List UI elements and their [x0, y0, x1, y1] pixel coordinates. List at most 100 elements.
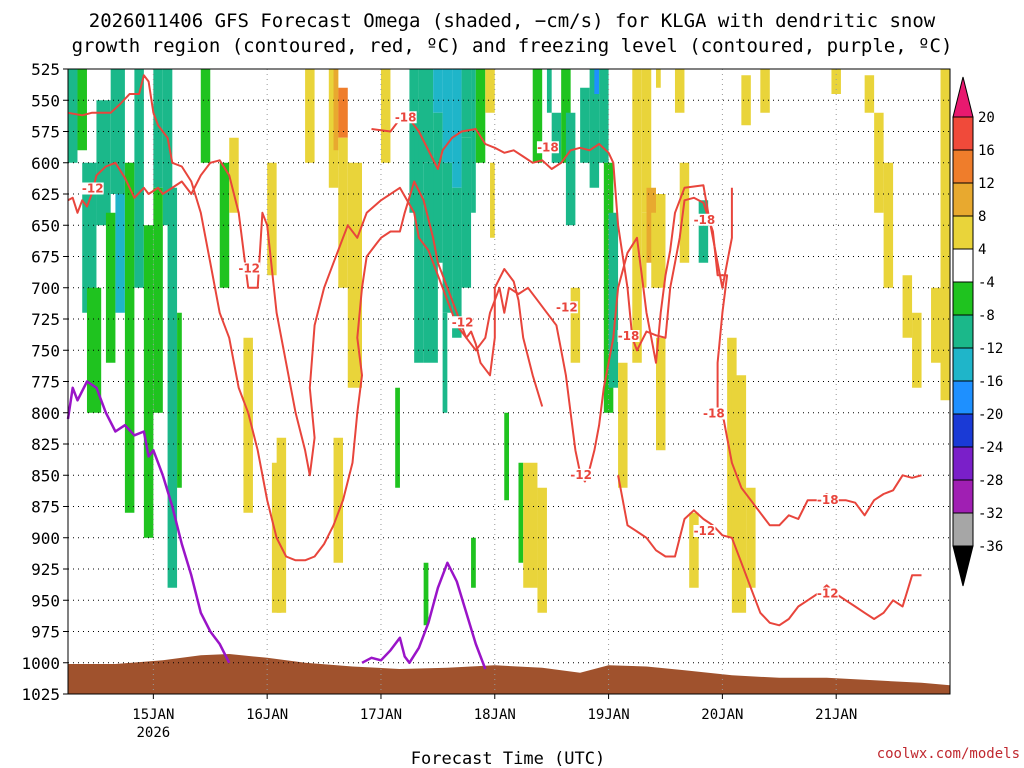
omega-cell-39: [442, 162, 453, 313]
omega-cell-67: [618, 362, 628, 488]
x-tick-label-18JAN: 18JAN: [474, 707, 516, 723]
omega-cell-64: [599, 69, 609, 163]
y-tick-label-750: 750: [31, 341, 60, 360]
colorbar-label-16: 16: [978, 143, 995, 159]
x-tick-label-19JAN: 19JAN: [588, 707, 630, 723]
colorbar-segment-1: [952, 116, 974, 151]
contour-label-11: -18: [817, 493, 839, 507]
omega-cell-40: [442, 312, 448, 413]
omega-cell-74: [651, 212, 661, 288]
omega-cell-30: [380, 69, 391, 163]
omega-cell-84: [760, 69, 770, 113]
dgz-contour-1-level--12: [67, 74, 544, 562]
colorbar-segment-8: [952, 347, 974, 382]
omega-cell-92: [940, 69, 950, 401]
omega-cell-20: [267, 162, 277, 276]
contour-label-5: -12: [556, 300, 578, 314]
colorbar-segment-6: [952, 281, 974, 316]
omega-cell-45: [471, 69, 476, 213]
x-tick-label-16JAN: 16JAN: [246, 707, 288, 723]
omega-cell-55: [532, 69, 543, 163]
y-tick-label-825: 825: [31, 435, 60, 454]
omega-cell-70: [641, 212, 647, 288]
y-tick-label-1000: 1000: [21, 654, 60, 673]
y-tick-label-850: 850: [31, 466, 60, 485]
omega-cell-32: [409, 69, 419, 213]
contour-label-bg-0: [81, 182, 104, 195]
contour-label-4: -12: [452, 315, 474, 329]
colorbar-segment-11: [952, 446, 974, 481]
y-tick-label-900: 900: [31, 529, 60, 548]
contour-label-bg-1: [238, 262, 261, 275]
omega-cell-34: [418, 69, 434, 163]
colorbar-label--28: -28: [978, 473, 1003, 489]
y-tick-label-775: 775: [31, 373, 60, 392]
omega-cell-68: [632, 69, 642, 363]
colorbar: 20 16 12 8 4 -4 -8 -12 -16 -20 -24 -28 -32 -36: [952, 76, 1003, 587]
x-tick-label-15JAN: 15JAN: [132, 707, 174, 723]
omega-cell-63: [594, 69, 600, 94]
omega-cell-82: [746, 487, 756, 588]
y-tick-label-575: 575: [31, 123, 60, 142]
omega-cell-79: [689, 512, 699, 588]
x-tick-label-17JAN: 17JAN: [360, 707, 402, 723]
x-axis-label: Forecast Time (UTC): [411, 749, 605, 768]
omega-cell-9: [134, 69, 144, 288]
omega-cell-56: [546, 69, 552, 113]
omega-cell-18: [229, 137, 239, 213]
y-tick-label-600: 600: [31, 154, 60, 173]
freezing-level-line-0: [66, 380, 231, 664]
omega-cell-69: [641, 69, 652, 213]
x-tick-sublabel-15JAN: 2026: [136, 725, 170, 741]
colorbar-label--16: -16: [978, 374, 1003, 390]
colorbar-segment-7: [952, 314, 974, 349]
y-tick-label-950: 950: [31, 591, 60, 610]
colorbar-segment-13: [952, 512, 974, 547]
y-axis-ticks: 525 550 575 600 625 650 675 700 725 750 775 800 825 8…: [21, 60, 68, 704]
omega-cell-44: [461, 137, 472, 288]
omega-cell-48: [471, 537, 476, 588]
omega-cell-16: [200, 69, 211, 163]
colorbar-label--8: -8: [978, 308, 995, 324]
omega-cell-11: [153, 69, 163, 188]
contour-label-bg-11: [816, 493, 839, 506]
colorbar-label--20: -20: [978, 407, 1003, 423]
omega-cell-26: [338, 87, 348, 138]
omega-cell-71: [656, 69, 661, 88]
contour-label-bg-10: [693, 525, 716, 537]
y-tick-label-1025: 1025: [21, 685, 60, 704]
colorbar-label--36: -36: [978, 539, 1003, 555]
omega-cell-47: [423, 562, 429, 626]
contour-label-9: -12: [570, 468, 592, 482]
y-tick-label-800: 800: [31, 404, 60, 423]
y-tick-label-625: 625: [31, 185, 60, 204]
y-tick-label-925: 925: [31, 560, 60, 579]
contour-label-bg-2: [394, 111, 417, 124]
contour-labels: -12 -12 -18 -18 -12 -12 -18 -18 -18 -12 -12 -18 -12: [81, 110, 839, 601]
contour-label-6: -18: [618, 329, 640, 343]
contour-label-bg-12: [816, 587, 839, 600]
freezing-level-contours: [66, 380, 487, 670]
colorbar-label-8: 8: [978, 209, 986, 225]
contour-label-3: -18: [537, 140, 559, 154]
contour-label-bg-3: [536, 141, 559, 154]
omega-cell-75: [656, 337, 666, 451]
y-tick-label-550: 550: [31, 91, 60, 110]
dgz-contour-0-level--12: [67, 159, 733, 483]
omega-cell-54: [537, 487, 547, 613]
y-tick-label-975: 975: [31, 623, 60, 642]
dgz-contour-2-level--18: [371, 118, 922, 527]
omega-cell-22: [276, 437, 287, 613]
terrain-fill: [68, 654, 950, 694]
omega-shading: [68, 69, 950, 626]
y-tick-label-525: 525: [31, 60, 60, 79]
omega-cell-43: [461, 69, 472, 138]
y-tick-label-725: 725: [31, 310, 60, 329]
contour-label-8: -18: [703, 407, 725, 421]
y-tick-label-875: 875: [31, 498, 60, 517]
colorbar-label-12: 12: [978, 176, 995, 192]
contour-label-bg-5: [555, 301, 578, 314]
omega-cell-5: [105, 212, 116, 363]
omega-cell-85: [831, 69, 841, 94]
omega-cell-77: [679, 162, 690, 263]
